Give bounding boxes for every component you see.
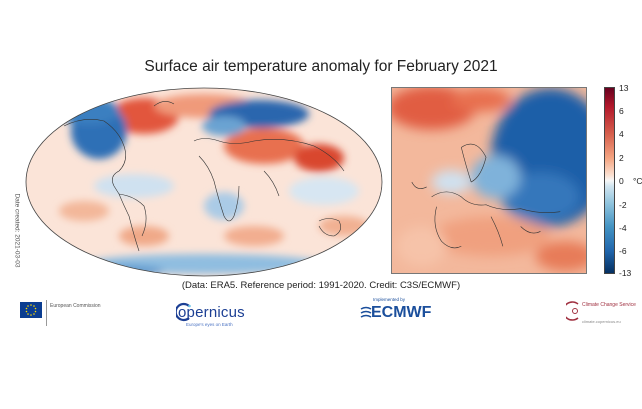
ecmwf-wordmark: ECMWF [371,304,432,321]
copernicus-tagline: Europe's eyes on Earth [186,322,233,327]
logo-divider [46,300,47,326]
colorbar-tick: -6 [619,246,627,256]
eu-commission-text: European Commission [50,303,101,309]
c3s-logo-icon [562,300,580,327]
colorbar-tick: 2 [619,153,624,163]
copernicus-wordmark: opernicus [178,304,245,321]
world-anomaly-map [25,87,383,277]
colorbar-tick: -4 [619,223,627,233]
colorbar-tick: 6 [619,106,624,116]
copernicus-c-icon [174,302,191,322]
colorbar-unit: °C [633,176,642,186]
date-created-label: Date created: 2021-03-03 [10,180,24,280]
colorbar-tick: -2 [619,200,627,210]
europe-anomaly-map [391,87,587,274]
ecmwf-tagline: Implemented by [373,297,406,302]
data-credit: (Data: ERA5. Reference period: 1991-2020… [181,280,461,291]
eu-flag-icon [20,302,42,318]
colorbar-tick: -13 [619,268,632,278]
colorbar-tick: 13 [619,83,629,93]
colorbar [604,87,615,274]
colorbar-tick: 4 [619,129,624,139]
c3s-url: climate.copernicus.eu [582,319,621,324]
copernicus-logo [174,302,192,327]
colorbar-tick: 0 [619,176,624,186]
ecmwf-wave-icon [360,306,372,325]
date-created-text: Date created: 2021-03-03 [13,192,21,268]
figure-title: Surface air temperature anomaly for Febr… [144,58,498,75]
c3s-wordmark: Climate Change Service [582,302,636,308]
